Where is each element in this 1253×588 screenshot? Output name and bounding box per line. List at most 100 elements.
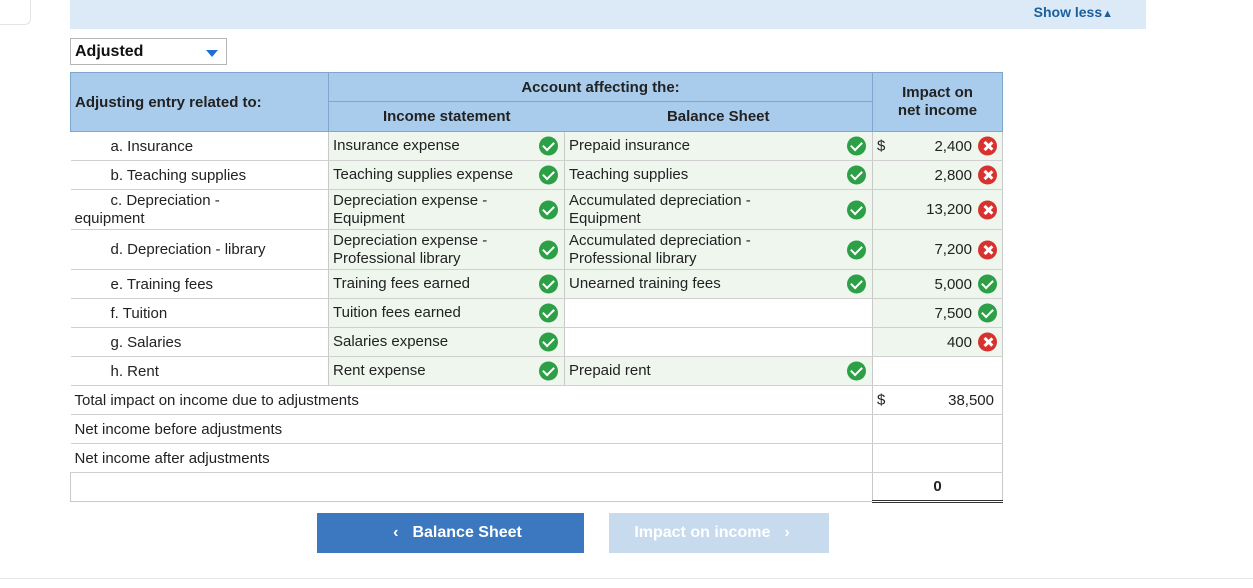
income-account-value: Insurance expense <box>333 137 460 154</box>
check-icon <box>978 274 997 294</box>
net-income-after-label: Net income after adjustments <box>70 443 873 473</box>
net-income-after-row: Net income after adjustments <box>70 443 1003 473</box>
triangle-up-icon: ▲ <box>1102 8 1113 20</box>
income-account-select[interactable]: Teaching supplies expense <box>328 160 565 190</box>
row-label: b. Teaching supplies <box>70 160 329 190</box>
header-impact-line2: net income <box>897 102 978 119</box>
net-income-before-label: Net income before adjustments <box>70 414 873 444</box>
chevron-right-icon: › <box>784 524 790 541</box>
row-label: f. Tuition <box>70 298 329 328</box>
impact-value: 5,000 <box>934 275 972 293</box>
check-icon <box>847 136 866 156</box>
row-label: c. Depreciation - equipment <box>70 189 329 230</box>
header-account-affecting: Account affecting the: <box>328 72 873 102</box>
prev-button-label: Balance Sheet <box>412 524 522 541</box>
impact-value: 2,400 <box>934 137 972 155</box>
table-row: a. Insurance Insurance expense Prepaid i… <box>70 131 1003 161</box>
balance-account-select[interactable]: Prepaid rent <box>564 356 873 386</box>
impact-value: 7,200 <box>934 241 972 258</box>
final-row: 0 <box>70 472 1003 503</box>
check-icon <box>539 274 558 294</box>
balance-account-select[interactable]: Accumulated depreciation - Equipment <box>564 189 873 230</box>
check-icon <box>539 303 558 323</box>
final-net-income: 0 <box>872 472 1003 503</box>
impact-input[interactable]: 13,200 <box>872 189 1003 230</box>
income-account-value: Salaries expense <box>333 333 449 350</box>
balance-account-select[interactable]: Teaching supplies <box>564 160 873 190</box>
check-icon <box>847 240 866 259</box>
balance-account-select[interactable]: Prepaid insurance <box>564 131 873 161</box>
table-row: d. Depreciation - library Depreciation e… <box>70 229 1003 270</box>
income-account-value: Training fees earned <box>333 275 471 292</box>
table-row: b. Teaching supplies Teaching supplies e… <box>70 160 1003 190</box>
adjustments-table: Adjusting entry related to: Account affe… <box>70 72 1003 503</box>
check-icon <box>539 165 558 185</box>
total-impact-value: 38,500 <box>948 391 994 409</box>
check-icon <box>539 240 558 259</box>
check-icon <box>847 361 866 381</box>
view-select[interactable]: Adjusted <box>70 38 227 65</box>
incorrect-icon <box>978 240 997 259</box>
header-balance-sheet: Balance Sheet <box>564 101 873 132</box>
check-icon <box>978 303 997 323</box>
row-label: g. Salaries <box>70 327 329 357</box>
row-label: h. Rent <box>70 356 329 386</box>
dollar-sign: $ <box>877 137 886 155</box>
balance-account-select[interactable]: Unearned training fees <box>564 269 873 299</box>
page-corner-tab <box>0 0 31 25</box>
impact-input[interactable]: 7,200 <box>872 229 1003 270</box>
row-label-line1: c. Depreciation - <box>110 191 220 209</box>
impact-input[interactable]: $2,400 <box>872 131 1003 161</box>
incorrect-icon <box>978 165 997 185</box>
income-account-value: Tuition fees earned <box>333 304 461 321</box>
impact-value: 2,800 <box>934 166 972 184</box>
income-account-select[interactable]: Depreciation expense - Professional libra… <box>328 229 565 270</box>
income-account-select[interactable]: Tuition fees earned <box>328 298 565 328</box>
check-icon <box>539 136 558 156</box>
net-income-before-input[interactable] <box>872 414 1003 444</box>
income-account-value: Teaching supplies expense <box>333 166 514 183</box>
row-label: d. Depreciation - library <box>70 229 329 270</box>
next-button-label: Impact on income <box>634 524 771 541</box>
header-impact-net-income: Impact on net income <box>872 72 1003 132</box>
balance-account-line2: Professional library <box>569 249 697 267</box>
balance-account-line2: Equipment <box>569 209 641 227</box>
net-income-before-row: Net income before adjustments <box>70 414 1003 444</box>
impact-input[interactable]: 400 <box>872 327 1003 357</box>
show-less-link[interactable]: Show less▲ <box>1034 4 1113 20</box>
table-row: g. Salaries Salaries expense 400 <box>70 327 1003 357</box>
top-bar: Show less▲ <box>70 0 1146 29</box>
income-account-select[interactable]: Rent expense <box>328 356 565 386</box>
impact-value: 13,200 <box>926 201 972 218</box>
income-account-select[interactable]: Depreciation expense - Equipment <box>328 189 565 230</box>
table-row: h. Rent Rent expense Prepaid rent <box>70 356 1003 386</box>
next-impact-on-income-button[interactable]: Impact on income › <box>609 513 829 553</box>
income-account-value: Rent expense <box>333 362 426 379</box>
impact-input[interactable]: 2,800 <box>872 160 1003 190</box>
chevron-down-icon <box>206 50 218 57</box>
income-account-line2: Equipment <box>333 209 405 227</box>
impact-input[interactable]: 5,000 <box>872 269 1003 299</box>
balance-account-line1: Accumulated depreciation - <box>569 231 751 249</box>
impact-value: 400 <box>946 333 972 351</box>
prev-balance-sheet-button[interactable]: ‹ Balance Sheet <box>317 513 584 553</box>
balance-account-select[interactable] <box>564 298 873 328</box>
impact-input[interactable] <box>872 356 1003 386</box>
check-icon <box>539 200 558 219</box>
incorrect-icon <box>978 332 997 352</box>
header-adjusting-entry: Adjusting entry related to: <box>70 72 329 132</box>
balance-account-select[interactable]: Accumulated depreciation - Professional l… <box>564 229 873 270</box>
divider <box>0 578 1253 579</box>
header-impact-line1: Impact on <box>902 84 973 101</box>
balance-account-select[interactable] <box>564 327 873 357</box>
income-account-select[interactable]: Insurance expense <box>328 131 565 161</box>
balance-account-value: Prepaid rent <box>569 362 651 379</box>
income-account-select[interactable]: Training fees earned <box>328 269 565 299</box>
impact-input[interactable]: 7,500 <box>872 298 1003 328</box>
net-income-after-input[interactable] <box>872 443 1003 473</box>
income-account-select[interactable]: Salaries expense <box>328 327 565 357</box>
balance-account-value: Teaching supplies <box>569 166 689 183</box>
income-account-line2: Professional library <box>333 249 461 267</box>
check-icon <box>847 274 866 294</box>
table-row: f. Tuition Tuition fees earned 7,500 <box>70 298 1003 328</box>
